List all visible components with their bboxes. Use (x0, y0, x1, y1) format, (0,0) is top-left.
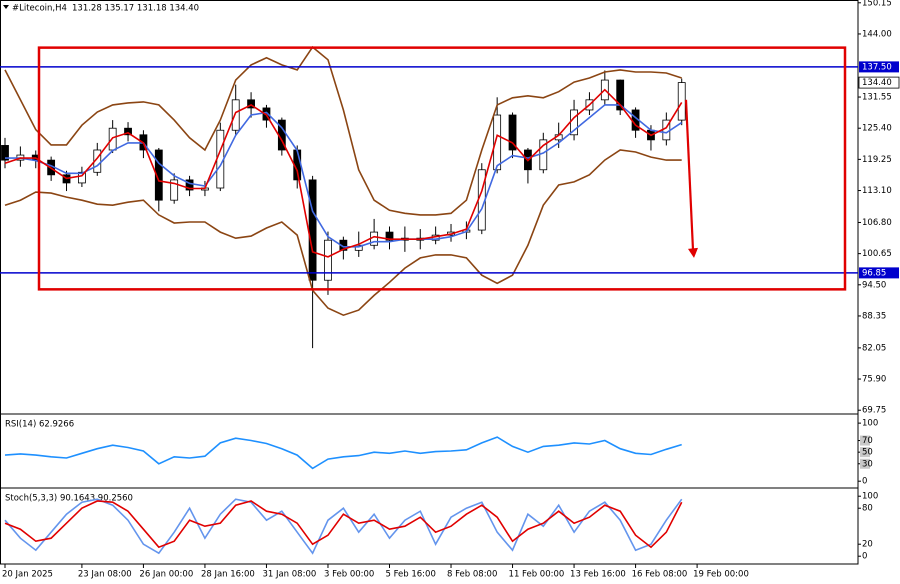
tick-label-box (860, 435, 870, 446)
candle-body (231, 99, 240, 131)
price-label-box (858, 76, 900, 89)
panel-title: RSI(14) 62.9266 (5, 420, 74, 430)
arrow (684, 99, 695, 250)
candle-body (354, 244, 363, 251)
y-tick-label: 144.00 (862, 29, 892, 39)
tick-label-box (860, 447, 870, 458)
menu-icon[interactable] (3, 5, 9, 9)
y-tick-label: 100 (862, 419, 878, 429)
candle-body (247, 99, 255, 109)
candle-body (493, 114, 502, 171)
candle-body (677, 82, 686, 121)
y-tick-label: 88.35 (862, 311, 886, 321)
range-box (37, 46, 847, 291)
y-tick-label: 131.55 (862, 93, 892, 103)
y-tick-label: 125.40 (862, 124, 892, 134)
level-label: 96.85 (862, 268, 886, 278)
level-label: 137.50 (862, 62, 892, 72)
y-tick-label: 70 (862, 436, 873, 446)
y-tick-label: 113.10 (862, 186, 892, 196)
indicator-line (4, 436, 682, 470)
y-tick-label: 0 (862, 477, 867, 487)
y-tick-label: 50 (862, 448, 873, 458)
x-tick-label: 3 Feb 00:00 (324, 570, 374, 580)
candle-body (78, 171, 86, 184)
x-tick-label: 23 Jan 08:00 (78, 570, 132, 580)
candle-body (508, 114, 517, 151)
indicator-line (4, 45, 682, 216)
y-tick-label: 30 (862, 459, 873, 469)
x-tick-label: 28 Jan 16:00 (201, 570, 255, 580)
candle-body (385, 231, 394, 241)
level-label-box (859, 267, 899, 279)
x-tick-label: 5 Feb 16:00 (386, 570, 436, 580)
indicator-line (5, 104, 683, 248)
x-tick-label: 20 Jan 2025 (2, 570, 53, 580)
y-tick-label: 94.50 (862, 280, 886, 290)
indicator-line (4, 500, 683, 549)
quote: 131.28 135.17 131.18 134.40 (72, 4, 199, 14)
y-tick-label: 100 (862, 492, 878, 502)
candle-body (616, 79, 625, 111)
panel-title: Stoch(5,3,3) 90.1643 90.2560 (5, 494, 133, 504)
indicator-line (4, 149, 682, 317)
x-tick-label: 26 Jan 00:00 (139, 570, 193, 580)
indicator-line (4, 88, 683, 258)
tick-label-box (860, 458, 870, 469)
price-label: 134.40 (862, 78, 892, 88)
indicator-line (4, 498, 683, 555)
y-tick-label: 69.75 (862, 406, 886, 416)
chart-title: #Litecoin,H4 (12, 4, 67, 14)
y-tick-label: 82.05 (862, 343, 886, 353)
arrow-head (688, 247, 698, 258)
x-tick-label: 13 Feb 16:00 (570, 570, 626, 580)
y-tick-label: 75.90 (862, 375, 886, 385)
candle-body (324, 239, 332, 281)
x-tick-label: 11 Feb 00:00 (509, 570, 565, 580)
candle-body (154, 149, 163, 201)
y-tick-label: 80 (862, 504, 873, 514)
x-tick-label: 8 Feb 08:00 (447, 570, 497, 580)
y-tick-label: 150.15 (862, 0, 892, 8)
x-tick-label: 31 Jan 08:00 (262, 570, 316, 580)
y-tick-label: 20 (862, 540, 873, 550)
x-tick-label: 16 Feb 08:00 (632, 570, 688, 580)
candle-body (1, 145, 9, 161)
x-tick-label: 19 Feb 00:00 (693, 570, 749, 580)
level-label-box (859, 61, 899, 73)
y-tick-label: 106.80 (862, 218, 892, 228)
plot-frame (0, 0, 859, 565)
candle-body (308, 179, 317, 281)
y-tick-label: 119.25 (862, 155, 892, 165)
candle-body (170, 179, 179, 201)
y-tick-label: 100.65 (862, 249, 892, 259)
y-tick-label: 0 (862, 552, 867, 562)
candle-body (124, 127, 132, 136)
candle-body (185, 179, 194, 191)
